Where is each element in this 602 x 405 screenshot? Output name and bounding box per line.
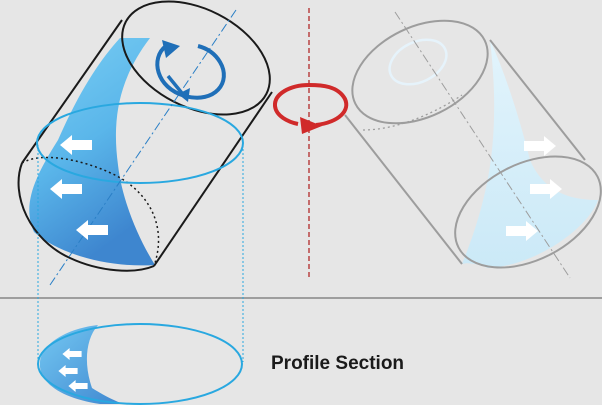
- right-ghost-cylinder: [344, 11, 602, 279]
- cylinder-left-side: [21, 19, 123, 164]
- ghost-bottom-ellipse: [454, 155, 602, 269]
- cylinder-bottom-edge: [17, 162, 155, 272]
- cylinder-right-side: [153, 91, 273, 267]
- left-cylinder: [17, 0, 273, 286]
- ghost-right-side: [489, 39, 586, 161]
- horizontal-section-ellipse: [36, 102, 244, 184]
- center-rotation: [273, 8, 349, 278]
- rotation-arrow-icon: [273, 82, 349, 134]
- ghost-axis: [394, 11, 571, 279]
- cylinder-axis: [49, 9, 237, 286]
- ghost-left-side: [344, 114, 463, 265]
- counterclockwise-rotation-arrow-icon: [155, 40, 226, 102]
- cylinder-bottom-hidden-edge: [21, 156, 160, 267]
- profile-section: [37, 323, 243, 405]
- fluid-region: [29, 38, 155, 266]
- ghost-hidden-edge: [362, 94, 463, 131]
- ghost-fluid-region: [462, 40, 598, 268]
- profile-fluid-region: [39, 325, 125, 404]
- profile-ellipse: [37, 323, 243, 405]
- profile-section-label: Profile Section: [271, 353, 404, 374]
- projection-lines: [37, 145, 244, 366]
- right-arrow-icon: [524, 136, 556, 156]
- ghost-inner-ring: [388, 38, 448, 86]
- ghost-top-ellipse: [351, 19, 489, 125]
